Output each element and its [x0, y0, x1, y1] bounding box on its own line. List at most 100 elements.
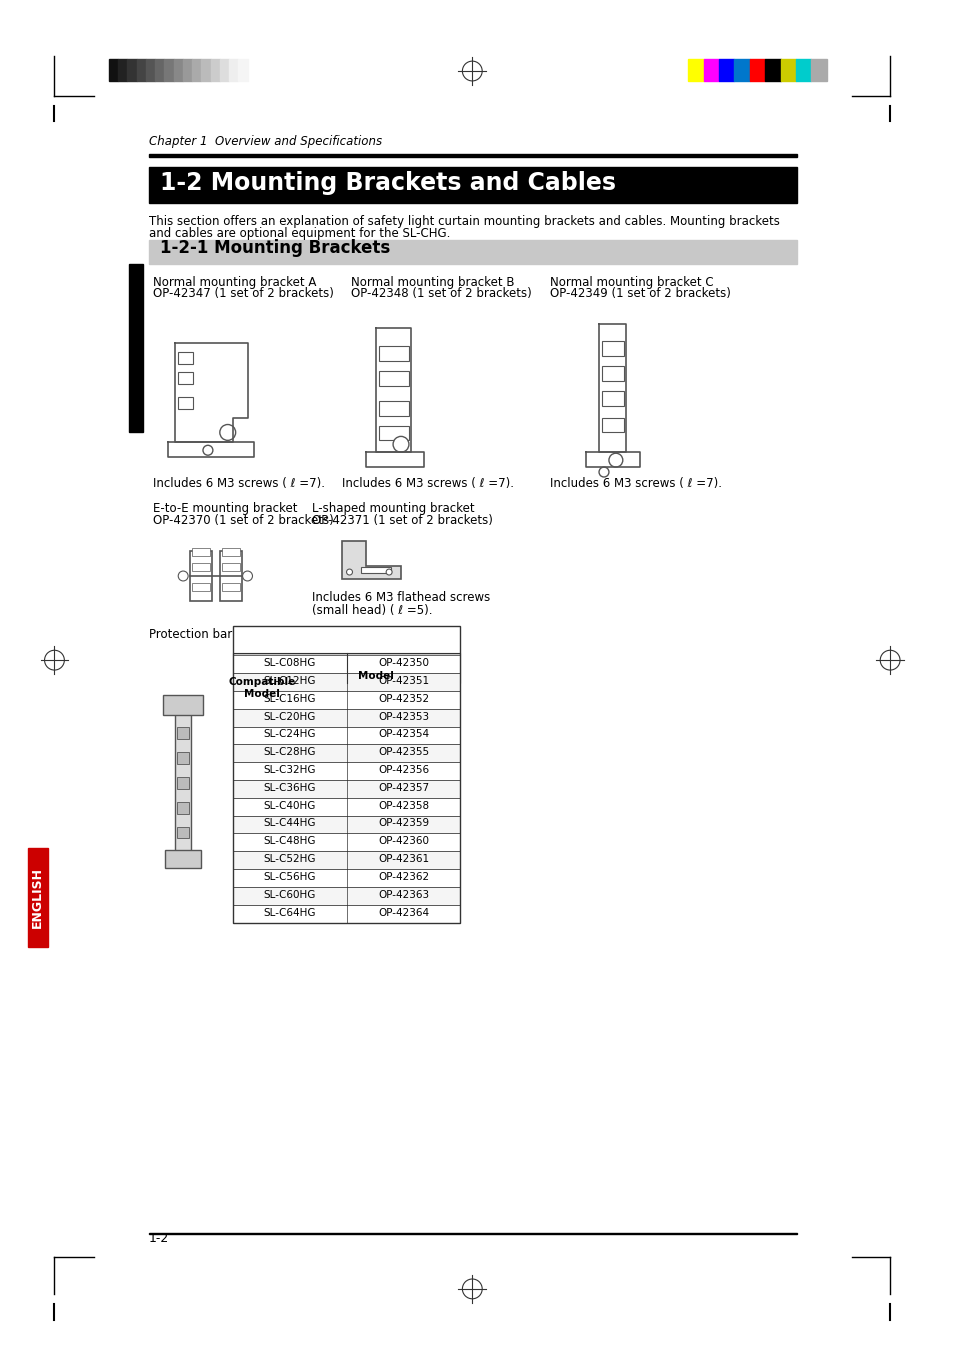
Text: OP-42358: OP-42358	[377, 801, 429, 810]
Bar	[233, 709, 460, 727]
Bar	[183, 60, 192, 81]
Text: (small head) ( ℓ =5).: (small head) ( ℓ =5).	[312, 603, 432, 617]
Bar	[749, 60, 764, 81]
Bar	[219, 60, 229, 81]
Bar	[177, 777, 189, 789]
Text: Includes 6 M3 screws ( ℓ =7).: Includes 6 M3 screws ( ℓ =7).	[153, 476, 325, 490]
Bar	[233, 672, 460, 691]
Circle shape	[178, 571, 188, 580]
Text: 1-2 Mounting Brackets and Cables: 1-2 Mounting Brackets and Cables	[160, 170, 616, 195]
Bar	[702, 60, 719, 81]
Text: Model: Model	[358, 671, 394, 681]
Bar	[233, 744, 460, 762]
Text: OP-42349 (1 set of 2 brackets): OP-42349 (1 set of 2 brackets)	[549, 287, 730, 300]
Text: SL-C52HG: SL-C52HG	[263, 854, 315, 865]
Bar	[173, 60, 183, 81]
Text: OP-42356: OP-42356	[377, 764, 429, 775]
Bar	[379, 425, 409, 440]
Bar	[233, 888, 460, 905]
Text: L-shaped mounting bracket: L-shaped mounting bracket	[312, 502, 474, 514]
Bar	[155, 60, 164, 81]
Text: 1-2: 1-2	[149, 1233, 169, 1245]
Bar	[379, 400, 409, 415]
Bar	[361, 567, 391, 574]
Text: Normal mounting bracket A: Normal mounting bracket A	[153, 276, 316, 290]
Text: Includes 6 M3 screws ( ℓ =7).: Includes 6 M3 screws ( ℓ =7).	[341, 476, 513, 490]
Text: ENGLISH: ENGLISH	[31, 867, 44, 928]
Bar	[233, 833, 460, 851]
Text: SL-C20HG: SL-C20HG	[263, 712, 315, 721]
Bar	[810, 60, 826, 81]
Bar	[233, 727, 460, 744]
Text: SL-C64HG: SL-C64HG	[263, 908, 315, 917]
Bar	[233, 779, 460, 798]
Bar	[687, 60, 702, 81]
Bar	[221, 583, 239, 591]
Bar	[118, 60, 128, 81]
Bar	[109, 60, 118, 81]
Text: SL-C48HG: SL-C48HG	[263, 836, 315, 847]
Text: SL-C12HG: SL-C12HG	[263, 676, 315, 686]
Bar	[149, 1233, 796, 1234]
Bar	[601, 391, 623, 406]
Bar	[165, 850, 201, 869]
Bar	[233, 869, 460, 888]
Bar	[233, 653, 460, 683]
Bar	[146, 60, 155, 81]
Bar	[177, 752, 189, 764]
Circle shape	[393, 437, 409, 452]
Bar	[795, 60, 810, 81]
Bar	[128, 60, 136, 81]
Bar	[163, 695, 203, 714]
Bar	[601, 341, 623, 356]
Text: OP-42355: OP-42355	[377, 747, 429, 758]
Text: E-to-E mounting bracket: E-to-E mounting bracket	[153, 502, 297, 514]
Bar	[149, 154, 796, 157]
Bar	[780, 60, 795, 81]
Text: OP-42359: OP-42359	[377, 819, 429, 828]
Text: Includes 6 M3 screws ( ℓ =7).: Includes 6 M3 screws ( ℓ =7).	[549, 476, 720, 490]
Circle shape	[608, 453, 622, 467]
Bar	[201, 60, 211, 81]
Circle shape	[242, 571, 253, 580]
Text: OP-42353: OP-42353	[377, 712, 429, 721]
Bar	[177, 827, 189, 839]
Bar	[149, 241, 796, 264]
Circle shape	[219, 425, 235, 440]
Bar	[233, 691, 460, 709]
Text: Normal mounting bracket B: Normal mounting bracket B	[351, 276, 515, 290]
Bar	[221, 563, 239, 571]
Text: This section offers an explanation of safety light curtain mounting brackets and: This section offers an explanation of sa…	[149, 215, 779, 227]
Text: OP-42360: OP-42360	[377, 836, 429, 847]
Bar	[129, 264, 142, 433]
Bar	[192, 548, 210, 556]
Polygon shape	[341, 541, 400, 579]
Text: OP-42370 (1 set of 2 brackets): OP-42370 (1 set of 2 brackets)	[153, 514, 334, 526]
Bar	[178, 396, 193, 409]
Text: Protection bar: Protection bar	[149, 628, 232, 641]
Text: and cables are optional equipment for the SL-CHG.: and cables are optional equipment for th…	[149, 227, 450, 241]
Text: OP-42348 (1 set of 2 brackets): OP-42348 (1 set of 2 brackets)	[351, 287, 532, 300]
Bar	[177, 728, 189, 739]
Text: SL-C40HG: SL-C40HG	[263, 801, 315, 810]
Bar	[192, 563, 210, 571]
Text: OP-42351: OP-42351	[377, 676, 429, 686]
Bar	[379, 346, 409, 361]
Circle shape	[598, 467, 608, 478]
Bar	[601, 418, 623, 433]
Bar	[233, 798, 460, 816]
Text: SL-C56HG: SL-C56HG	[263, 871, 315, 882]
Bar	[190, 551, 212, 601]
Text: Chapter 1  Overview and Specifications: Chapter 1 Overview and Specifications	[149, 135, 381, 149]
Bar	[178, 372, 193, 384]
Bar	[28, 848, 48, 947]
Bar	[719, 60, 734, 81]
Text: OP-42350: OP-42350	[377, 658, 429, 668]
Text: OP-42352: OP-42352	[377, 694, 429, 704]
Bar	[149, 166, 796, 203]
Text: OP-42371 (1 set of 2 brackets): OP-42371 (1 set of 2 brackets)	[312, 514, 493, 526]
Text: 1-2-1 Mounting Brackets: 1-2-1 Mounting Brackets	[160, 239, 390, 257]
Text: SL-C16HG: SL-C16HG	[263, 694, 315, 704]
Bar	[238, 60, 247, 81]
Bar	[233, 655, 460, 672]
